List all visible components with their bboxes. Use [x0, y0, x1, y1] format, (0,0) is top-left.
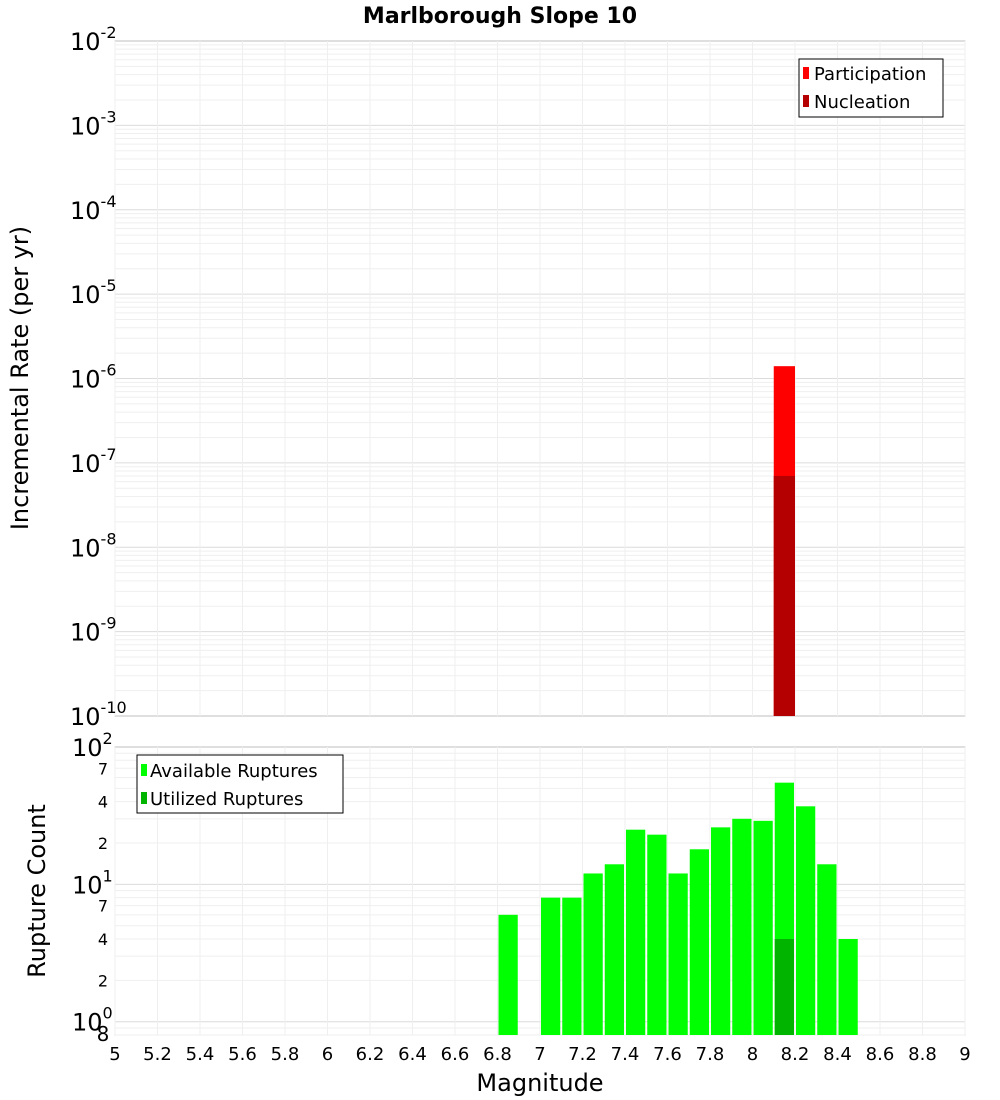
legend-available-swatch [141, 764, 147, 776]
bottom-y-major-tick-label: 101 [72, 866, 113, 899]
bottom-legend: Available Ruptures Utilized Ruptures [136, 754, 344, 814]
legend-nucleation-label: Nucleation [814, 92, 910, 113]
chart-title: Marlborough Slope 10 [363, 4, 637, 29]
x-tick-label: 8.4 [823, 1044, 852, 1065]
available-ruptures-bar [498, 914, 518, 1035]
x-tick-label: 5.8 [271, 1044, 300, 1065]
top-y-tick-label: 10-7 [70, 445, 117, 478]
top-y-tick-label: 10-9 [70, 614, 117, 647]
x-tick-label: 5.6 [228, 1044, 257, 1065]
x-tick-label: 8 [747, 1044, 758, 1065]
available-ruptures-bar [583, 873, 603, 1035]
bottom-y-minor-tick-label: 7 [98, 897, 108, 916]
legend-utilized-label: Utilized Ruptures [150, 789, 303, 810]
top-y-tick-label: 10-10 [70, 698, 127, 731]
top-bars [773, 366, 795, 716]
top-y-axis-label: Incremental Rate (per yr) [6, 226, 34, 530]
available-ruptures-bar [796, 806, 816, 1035]
top-y-tick-label: 10-5 [70, 276, 117, 309]
x-tick-label: 8.8 [908, 1044, 937, 1065]
bottom-y-minor-tick-label: 4 [98, 793, 108, 812]
x-tick-label: 7.2 [568, 1044, 597, 1065]
available-ruptures-bar [817, 864, 837, 1035]
available-ruptures-bar [689, 849, 709, 1035]
available-ruptures-bar [753, 820, 773, 1035]
available-ruptures-bar [711, 827, 731, 1035]
x-tick-label: 7.8 [696, 1044, 725, 1065]
available-ruptures-bar [647, 834, 667, 1035]
available-ruptures-bar [604, 864, 624, 1035]
legend-nucleation-swatch [803, 95, 809, 107]
x-tick-label: 5.2 [143, 1044, 172, 1065]
top-y-tick-label: 10-6 [70, 361, 117, 394]
nucleation-bar [773, 475, 795, 716]
legend-participation-swatch [803, 67, 809, 79]
legend-utilized-swatch [141, 792, 147, 804]
bottom-y-major-tick-label: 102 [72, 729, 113, 762]
available-ruptures-bar [562, 897, 582, 1035]
bottom-y-minor-tick-label: 2 [98, 834, 108, 853]
utilized-ruptures-bar [774, 939, 794, 1035]
x-tick-label: 6.2 [356, 1044, 385, 1065]
x-tick-labels: 5 5.2 5.4 5.6 5.8 6 6.2 6.4 6.6 6.8 7 7.2 7.4 7.6 7.8 8… [109, 1044, 970, 1065]
top-panel: 10-2 10-3 10-4 10-5 10-6 10-7 10-8 10-9 10-10 In… [6, 23, 966, 731]
x-tick-label: 6.6 [441, 1044, 470, 1065]
top-grid [114, 41, 966, 716]
x-tick-label: 8.2 [781, 1044, 810, 1065]
x-tick-label: 9 [959, 1044, 970, 1065]
top-y-tick-label: 10-3 [70, 107, 117, 140]
bottom-y-axis-label: Rupture Count [23, 804, 51, 978]
top-legend: Participation Nucleation [798, 58, 944, 118]
top-y-tick-label: 10-4 [70, 192, 117, 225]
legend-participation-label: Participation [814, 64, 926, 85]
x-tick-label: 6.4 [398, 1044, 427, 1065]
x-tick-label: 6.8 [483, 1044, 512, 1065]
available-ruptures-bar [626, 829, 646, 1035]
available-ruptures-bar [838, 939, 858, 1035]
bottom-y-minor-tick-label: 8 [97, 1022, 110, 1046]
x-tick-label: 6 [322, 1044, 333, 1065]
bottom-legend-box [136, 754, 344, 814]
available-ruptures-bar [541, 897, 561, 1035]
x-tick-label: 5 [109, 1044, 120, 1065]
top-legend-box [798, 58, 944, 118]
top-y-tick-label: 10-8 [70, 529, 117, 562]
available-ruptures-bar [668, 873, 688, 1035]
x-tick-label: 7.4 [611, 1044, 640, 1065]
top-y-tick-label: 10-2 [70, 23, 117, 56]
available-ruptures-bar [732, 818, 752, 1035]
bottom-y-minor-tick-label: 7 [98, 759, 108, 778]
bottom-y-minor-tick-label: 2 [98, 971, 108, 990]
x-tick-label: 5.4 [186, 1044, 215, 1065]
x-tick-label: 7 [534, 1044, 545, 1065]
x-tick-label: 8.6 [866, 1044, 895, 1065]
legend-available-label: Available Ruptures [150, 761, 318, 782]
bottom-y-minor-tick-label: 4 [98, 930, 108, 949]
bottom-bars [498, 782, 858, 1035]
x-axis-label: Magnitude [476, 1069, 603, 1097]
x-tick-label: 7.6 [653, 1044, 682, 1065]
